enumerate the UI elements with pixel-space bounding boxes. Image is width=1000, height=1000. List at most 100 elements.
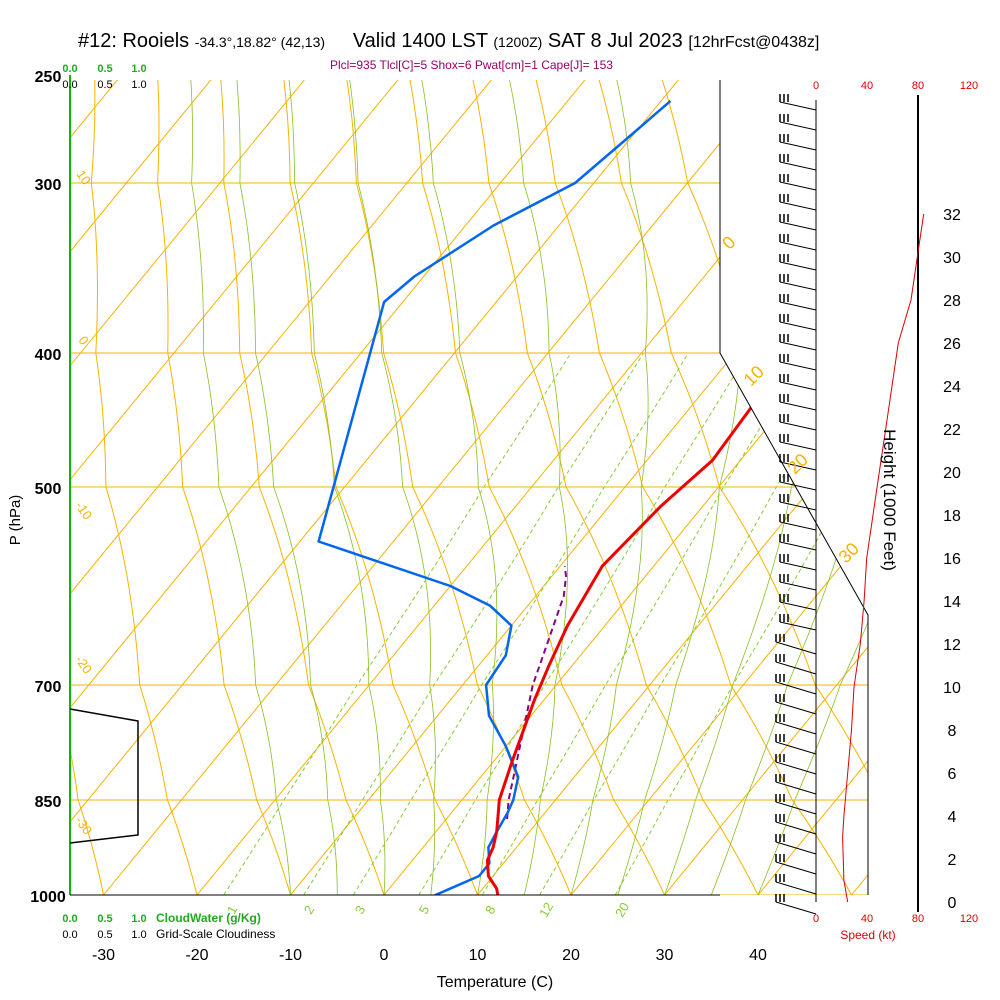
cloudwater-tick-bottom: 0.0 <box>62 913 77 925</box>
isotherm-line <box>70 80 514 895</box>
isotherm-line <box>165 80 868 895</box>
y-tick-label: 300 <box>35 177 62 194</box>
moist-adiabat-line <box>570 80 649 895</box>
x-tick-label: 30 <box>656 947 674 964</box>
cloudiness-tick-top: 0.5 <box>97 79 112 91</box>
cloudwater-label: CloudWater (g/Kg) <box>156 911 261 925</box>
temperature-line <box>485 106 868 895</box>
height-tick-label: 24 <box>943 379 961 396</box>
wind-speed-line <box>842 213 925 903</box>
isotherm-line <box>258 80 868 895</box>
wind-barb <box>775 741 817 755</box>
mixing-ratio-line <box>614 352 868 895</box>
chart-title: #12: Rooiels -34.3°,18.82° (42,13) Valid… <box>78 30 819 53</box>
height-tick-label: 6 <box>948 766 957 783</box>
isotherm-line <box>819 80 868 895</box>
mixing-ratio-label: 20 <box>612 900 632 920</box>
wind-barb <box>779 461 817 471</box>
cloudwater-tick-bottom: 1.0 <box>131 913 146 925</box>
wind-barb <box>779 541 817 551</box>
height-tick-label: 32 <box>943 207 961 224</box>
wind-barb <box>779 421 817 431</box>
height-tick-label: 8 <box>948 723 957 740</box>
cloud-layer-outline <box>69 708 139 844</box>
stability-indices: Plcl=935 Tlcl[C]=5 Shox=6 Pwat[cm]=1 Cap… <box>330 58 613 72</box>
cloudiness-tick-top: 1.0 <box>131 79 146 91</box>
height-tick-label: 26 <box>943 336 961 353</box>
cloudiness-tick-bottom: 1.0 <box>131 929 146 941</box>
mixing-ratio-line <box>539 352 857 895</box>
x-tick-label: -10 <box>279 947 302 964</box>
wind-barb <box>779 161 817 171</box>
height-tick-label: 30 <box>943 250 961 267</box>
wind-barb <box>775 901 817 915</box>
moist-adiabat-line <box>236 80 338 895</box>
y-tick-label: 250 <box>35 69 62 86</box>
wind-barb <box>779 281 817 291</box>
dry-adiabat-line <box>155 80 302 895</box>
wind-barb <box>779 301 817 311</box>
dry-adiabat-line <box>404 80 682 895</box>
station-coords: -34.3°,18.82° (42,13) <box>194 34 326 50</box>
cloudwater-tick-top: 0.0 <box>62 63 77 75</box>
dry-adiabat-line <box>279 80 492 895</box>
dry-adiabat-label: -20 <box>72 652 95 676</box>
chart-labels: -30 -20 -10 0 10 20 30 402503004005007008501000… <box>7 63 978 991</box>
dry-adiabat-line <box>0 53 16 933</box>
y-tick-label: 700 <box>35 679 62 696</box>
surface-dewpoint-point <box>449 894 457 895</box>
wind-barb <box>779 561 817 571</box>
y-tick-label: 400 <box>35 347 62 364</box>
wind-barb <box>779 621 817 631</box>
y-tick-label: 500 <box>35 481 62 498</box>
dry-adiabat-line <box>590 80 868 895</box>
dry-adiabat-line <box>528 80 868 895</box>
moist-adiabat-line <box>508 80 568 895</box>
x-tick-label: -30 <box>92 947 115 964</box>
valid-date: SAT 8 Jul 2023 <box>547 30 683 52</box>
height-tick-label: 28 <box>943 293 961 310</box>
dry-adiabat-label: -30 <box>72 813 95 837</box>
dry-adiabat-label: 0 <box>75 333 91 348</box>
speed-tick-bottom: 0 <box>813 913 819 925</box>
isotherm-line <box>539 80 868 895</box>
x-tick-label: 20 <box>562 947 580 964</box>
isotherm-line <box>70 80 233 895</box>
moist-adiabat-line <box>757 80 868 895</box>
speed-tick-top: 0 <box>813 80 819 92</box>
wind-barb <box>775 721 817 735</box>
wind-barb <box>779 481 817 491</box>
dry-adiabat-line <box>902 53 1000 933</box>
wind-barb <box>779 521 817 531</box>
x-tick-label: 10 <box>469 947 487 964</box>
dry-adiabat-line <box>964 53 1000 933</box>
height-tick-label: 2 <box>948 852 957 869</box>
wind-barb <box>779 221 817 231</box>
wind-barb <box>779 601 817 611</box>
mixing-ratio-label: 5 <box>416 903 433 917</box>
wind-barb <box>775 881 817 895</box>
dewpoint-line <box>317 99 672 895</box>
wind-barb <box>779 141 817 151</box>
diagram-boundary <box>719 80 869 895</box>
zulu-time: (1200Z) <box>493 34 543 50</box>
station-name: #12: Rooiels <box>78 30 190 52</box>
cloudwater-tick-top: 0.5 <box>97 63 112 75</box>
wind-barb <box>775 821 817 835</box>
dry-adiabat-label: 10 <box>73 167 94 187</box>
wind-barb <box>775 781 817 795</box>
x-tick-label: 40 <box>749 947 767 964</box>
x-axis-title: Temperature (C) <box>437 974 553 991</box>
moist-adiabat-line <box>190 80 291 895</box>
parcel-trace-line <box>506 566 567 820</box>
forecast-info: [12hrFcst@0438z] <box>688 34 820 51</box>
isotherm-line <box>71 80 794 895</box>
isotherm-label: 10 <box>740 362 768 390</box>
wind-barb <box>779 241 817 251</box>
y-tick-label: 1000 <box>30 889 66 906</box>
height-tick-label: 4 <box>948 809 957 826</box>
cloudiness-tick-bottom: 0.0 <box>62 929 77 941</box>
wind-barb <box>775 801 817 815</box>
cloudiness-tick-top: 0.0 <box>62 79 77 91</box>
mixing-ratio-line <box>303 352 644 895</box>
